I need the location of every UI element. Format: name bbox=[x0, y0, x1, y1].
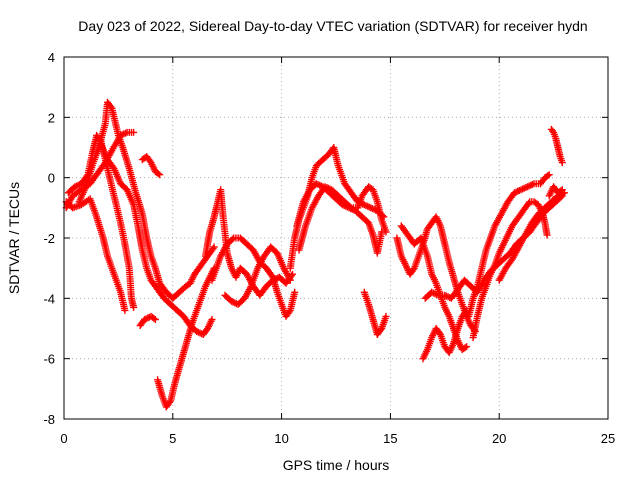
series-track-n bbox=[295, 183, 390, 254]
series-track-k bbox=[221, 243, 294, 308]
y-axis-label: SDTVAR / TECUs bbox=[6, 182, 22, 294]
y-tick-label: -8 bbox=[43, 412, 55, 427]
data-point bbox=[130, 128, 138, 136]
data-point bbox=[151, 316, 159, 323]
series-track-s bbox=[421, 192, 566, 302]
data-point bbox=[360, 201, 368, 209]
y-tick-label: -4 bbox=[43, 291, 55, 306]
series-track-q bbox=[397, 222, 471, 354]
x-tick-label: 0 bbox=[60, 431, 67, 446]
data-point bbox=[107, 103, 115, 111]
data-point bbox=[544, 172, 552, 180]
x-tick-label: 25 bbox=[601, 431, 615, 446]
y-tick-label: 4 bbox=[48, 50, 55, 65]
x-tick-label: 10 bbox=[274, 431, 288, 446]
data-point bbox=[324, 184, 332, 192]
x-tick-label: 5 bbox=[169, 431, 176, 446]
data-point bbox=[228, 235, 236, 243]
data-point bbox=[382, 312, 390, 320]
data-point bbox=[285, 308, 293, 316]
y-tick-label: 2 bbox=[48, 110, 55, 125]
series-track-x bbox=[545, 183, 566, 200]
data-point bbox=[208, 316, 216, 323]
series-track-r bbox=[419, 306, 471, 363]
data-point bbox=[150, 314, 158, 322]
data-point bbox=[141, 316, 148, 323]
series-track-w bbox=[547, 125, 566, 167]
data-point bbox=[286, 276, 294, 284]
data-point bbox=[558, 186, 566, 194]
data-point bbox=[316, 181, 324, 189]
x-tick-label: 15 bbox=[383, 431, 397, 446]
data-point bbox=[528, 181, 536, 188]
data-point bbox=[543, 231, 551, 239]
data-point bbox=[229, 298, 237, 306]
y-tick-label: 0 bbox=[48, 171, 55, 186]
data-point bbox=[154, 170, 162, 178]
data-point bbox=[291, 288, 299, 296]
series-track-o bbox=[360, 288, 390, 338]
data-point bbox=[512, 188, 520, 196]
data-point bbox=[346, 203, 354, 211]
series-track-j bbox=[208, 234, 299, 320]
data-point bbox=[209, 245, 217, 253]
series-track-c bbox=[62, 195, 129, 314]
data-point bbox=[463, 343, 471, 351]
data-point bbox=[431, 290, 439, 298]
data-point bbox=[73, 182, 80, 190]
chart-title: Day 023 of 2022, Sidereal Day-to-day VTE… bbox=[78, 18, 587, 34]
axis-ticks bbox=[63, 56, 609, 420]
data-point bbox=[210, 243, 218, 251]
series-track-f bbox=[136, 312, 159, 329]
data-point bbox=[166, 398, 173, 406]
data-point bbox=[268, 272, 276, 280]
data-point bbox=[545, 171, 553, 179]
x-axis-label: GPS time / hours bbox=[283, 457, 390, 473]
y-tick-label: -2 bbox=[43, 231, 55, 246]
series-track-g bbox=[138, 153, 164, 179]
x-tick-labels: 0 5 10 15 20 25 bbox=[60, 431, 615, 446]
grid bbox=[64, 57, 608, 419]
data-point bbox=[461, 344, 469, 352]
series-track-e bbox=[97, 141, 216, 338]
data-point bbox=[289, 270, 296, 278]
data-point bbox=[519, 185, 527, 193]
data-point bbox=[382, 228, 390, 236]
series-track-u bbox=[469, 198, 551, 342]
data-point bbox=[558, 159, 566, 167]
data-point bbox=[364, 202, 372, 210]
data-point bbox=[367, 204, 375, 212]
series-track-d bbox=[75, 98, 218, 302]
data-point bbox=[441, 291, 449, 299]
x-tick-label: 20 bbox=[492, 431, 506, 446]
data-point bbox=[522, 184, 530, 191]
data-point bbox=[525, 199, 533, 207]
y-tick-labels: -8 -6 -4 -2 0 2 4 bbox=[43, 50, 55, 427]
data-points bbox=[62, 98, 568, 411]
data-point bbox=[130, 303, 138, 311]
data-point bbox=[122, 129, 129, 137]
series-track-t bbox=[465, 171, 553, 320]
y-tick-label: -6 bbox=[43, 352, 55, 367]
data-point bbox=[156, 171, 164, 179]
data-point bbox=[312, 180, 320, 188]
data-point bbox=[121, 306, 129, 314]
data-point bbox=[557, 187, 565, 195]
